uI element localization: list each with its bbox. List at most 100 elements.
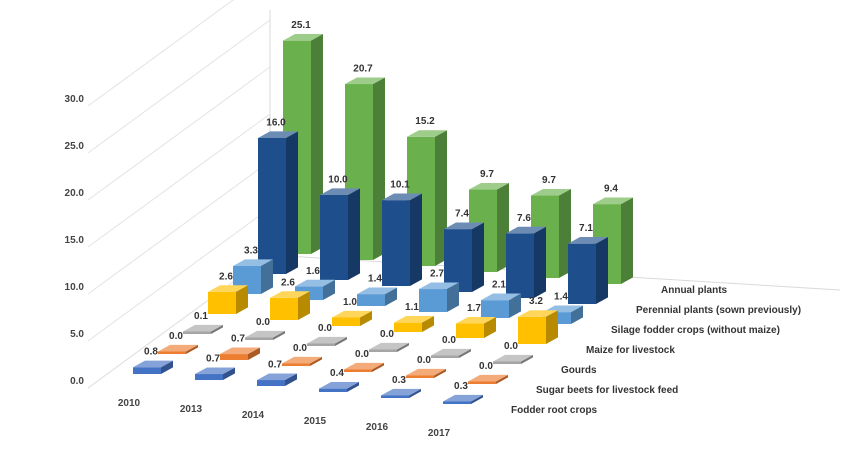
bar-top — [283, 34, 323, 41]
bar-front — [133, 367, 161, 374]
bar-side — [385, 287, 397, 306]
data-label: 3.3 — [244, 245, 258, 256]
bar-top — [195, 367, 235, 375]
series-label: Annual plants — [661, 285, 728, 296]
series-axis-labels: Annual plants Perennial plants (sown prev… — [511, 285, 801, 416]
bar — [344, 362, 384, 372]
bar — [506, 226, 546, 298]
bar-front — [481, 300, 509, 318]
x-axis-categories: 2010 2013 2014 2015 2016 2017 — [118, 398, 451, 439]
bar-top — [295, 279, 335, 287]
bar-top — [406, 368, 446, 376]
data-label: 0.0 — [256, 317, 270, 328]
bar — [208, 285, 248, 314]
bar-top — [257, 373, 297, 381]
bar-top — [506, 226, 546, 234]
bar-side — [236, 285, 248, 314]
bar-side — [447, 282, 459, 312]
bar-top — [307, 336, 347, 344]
bar-side — [571, 305, 583, 324]
bar-side — [596, 237, 608, 304]
bar — [320, 188, 360, 280]
bar-front — [382, 200, 410, 286]
bar-side — [211, 324, 223, 334]
bar-top — [369, 342, 409, 350]
series-label: Perennial plants (sown previously) — [636, 305, 801, 316]
data-label: 9.4 — [604, 184, 618, 195]
bar-top — [245, 330, 285, 338]
bar-front — [493, 361, 521, 364]
bar-side — [546, 310, 558, 344]
bar-front — [357, 294, 385, 306]
bar-front — [381, 395, 409, 398]
bar-front — [468, 381, 496, 384]
data-label: 0.3 — [454, 381, 468, 392]
data-label: 1.4 — [554, 292, 568, 303]
bar-side — [286, 131, 298, 274]
data-label: 10.1 — [390, 180, 410, 191]
bar-top — [270, 291, 310, 298]
y-tick-label: 25.0 — [65, 141, 85, 152]
bar-side — [434, 368, 446, 378]
data-label: 3.2 — [529, 296, 543, 307]
data-label: 9.7 — [480, 169, 494, 180]
bar-side — [298, 291, 310, 320]
bar-side — [521, 354, 533, 364]
x-category-label: 2015 — [304, 416, 327, 427]
bar-top — [133, 360, 173, 368]
x-category-label: 2010 — [118, 398, 141, 409]
bar-top — [357, 287, 397, 295]
bar-front — [568, 243, 596, 304]
bar-top — [345, 77, 385, 85]
bar — [282, 356, 322, 366]
bars: 25.1 20.7 15.2 9.7 9.7 9.4 16.0 10.0 10.1 7.4 7.6 7… — [133, 20, 633, 404]
gridline — [87, 19, 271, 154]
data-label: 1.4 — [368, 274, 382, 285]
bar-front — [195, 374, 223, 380]
bar-side — [472, 222, 484, 292]
bar-side — [471, 394, 483, 404]
bar-side — [335, 336, 347, 346]
x-category-label: 2014 — [242, 410, 265, 421]
bar-side — [534, 226, 546, 298]
y-axis-ticks: 0.0 5.0 10.0 15.0 20.0 25.0 30.0 — [65, 94, 85, 387]
data-label: 0.1 — [194, 311, 208, 322]
bar — [183, 324, 223, 334]
bar — [406, 368, 446, 378]
data-label: 0.0 — [318, 323, 332, 334]
y-tick-label: 0.0 — [70, 376, 84, 387]
bar-side — [484, 316, 496, 338]
y-tick-label: 10.0 — [65, 282, 85, 293]
bar-side — [509, 293, 521, 318]
bar — [257, 373, 297, 386]
bar — [307, 336, 347, 346]
series-label: Maize for livestock — [586, 345, 675, 356]
bar — [357, 287, 397, 306]
bar-top — [183, 324, 223, 332]
data-label: 0.0 — [417, 355, 431, 366]
bar-top — [382, 193, 422, 201]
gridline — [87, 0, 234, 107]
bar-top — [381, 388, 421, 396]
data-label: 0.0 — [442, 335, 456, 346]
bar-top — [481, 293, 521, 301]
data-label: 0.0 — [355, 349, 369, 360]
bar — [382, 193, 422, 286]
y-tick-label: 5.0 — [70, 329, 84, 340]
bar-top — [531, 188, 571, 196]
data-label: 0.0 — [504, 341, 518, 352]
bar — [158, 344, 198, 354]
data-label: 0.0 — [479, 361, 493, 372]
bar — [369, 342, 409, 352]
bar — [444, 222, 484, 292]
bar-side — [621, 197, 633, 284]
data-label: 0.0 — [293, 343, 307, 354]
bar-side — [248, 347, 260, 360]
series-label: Silage fodder crops (without maize) — [611, 325, 780, 336]
bar-front — [332, 317, 360, 326]
bar-top — [319, 382, 359, 389]
bar-front — [319, 388, 347, 392]
gridline — [87, 160, 271, 295]
bar-top — [320, 188, 360, 195]
